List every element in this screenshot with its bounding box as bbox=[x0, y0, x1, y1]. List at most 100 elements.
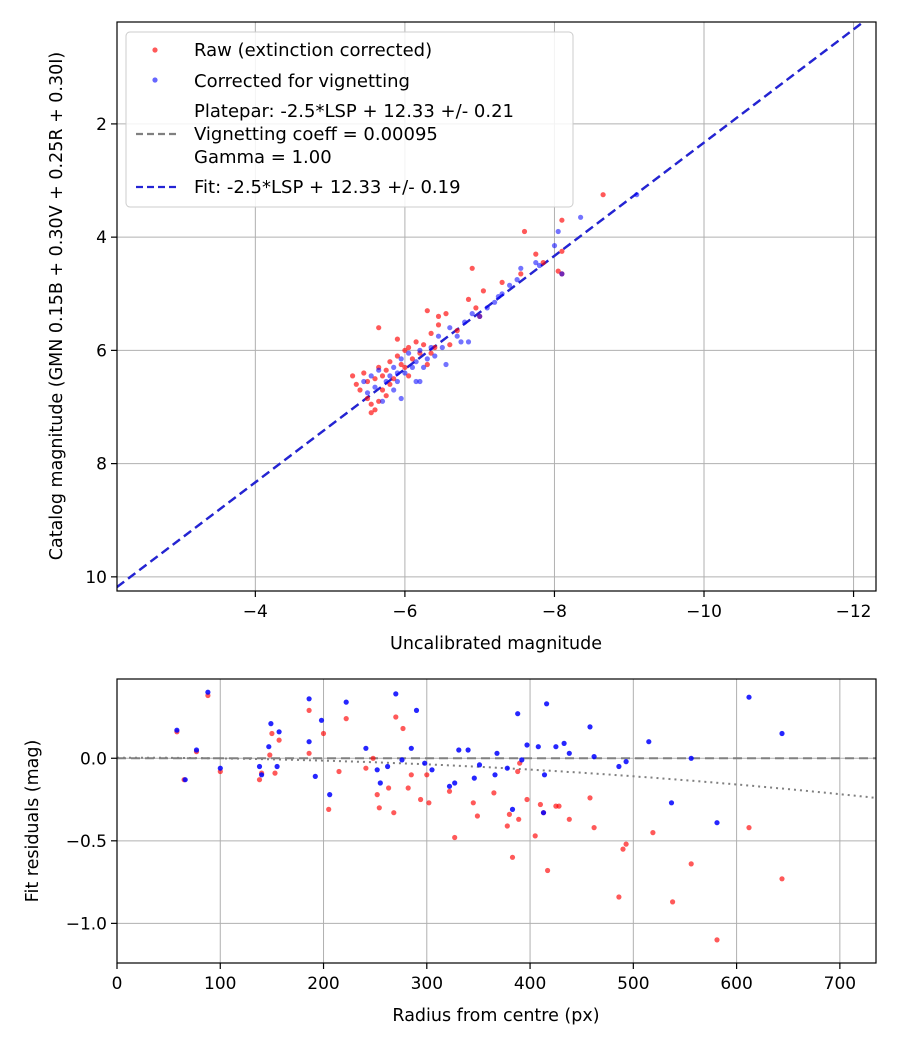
corrected-point bbox=[182, 777, 188, 783]
corrected-point bbox=[714, 820, 720, 826]
corrected-point bbox=[591, 754, 597, 760]
corrected-point bbox=[428, 344, 434, 351]
corrected-point bbox=[193, 747, 200, 753]
raw-point bbox=[473, 305, 479, 311]
raw-point bbox=[372, 407, 378, 413]
raw-point bbox=[387, 381, 393, 387]
raw-point bbox=[516, 816, 522, 822]
raw-point bbox=[424, 772, 430, 778]
corrected-point bbox=[174, 727, 180, 733]
corrected-point bbox=[268, 721, 274, 727]
raw-point bbox=[364, 395, 371, 402]
raw-point bbox=[688, 861, 694, 867]
raw-point bbox=[276, 737, 282, 743]
top-plot-frame bbox=[116, 21, 877, 592]
corrected-point bbox=[509, 806, 516, 813]
raw-point bbox=[376, 325, 382, 331]
corrected-point bbox=[406, 350, 412, 356]
corrected-point bbox=[363, 745, 369, 751]
legend-raw-marker bbox=[152, 47, 158, 53]
corrected-point bbox=[495, 294, 501, 300]
legend-platepar-line-3: Gamma = 1.00 bbox=[194, 147, 332, 168]
raw-point bbox=[779, 876, 785, 882]
corrected-point bbox=[507, 282, 513, 288]
corrected-point bbox=[476, 762, 483, 768]
corrected-point bbox=[541, 772, 548, 778]
raw-point bbox=[306, 707, 312, 714]
x-tick-label: −4 bbox=[243, 602, 268, 622]
corrected-point bbox=[256, 763, 263, 770]
raw-point bbox=[469, 265, 475, 271]
raw-point bbox=[405, 785, 411, 791]
corrected-point bbox=[327, 792, 333, 798]
raw-point bbox=[428, 330, 434, 336]
corrected-point bbox=[587, 724, 593, 730]
legend-fit-label: Fit: -2.5*LSP + 12.33 +/- 0.19 bbox=[194, 177, 461, 198]
raw-point bbox=[559, 217, 565, 223]
raw-point bbox=[402, 347, 408, 353]
corrected-point bbox=[394, 378, 400, 385]
corrected-point bbox=[398, 356, 404, 362]
legend-corrected-marker bbox=[152, 77, 158, 83]
corrected-point bbox=[779, 730, 785, 737]
corrected-point bbox=[205, 689, 211, 695]
raw-point bbox=[357, 387, 363, 393]
raw-point bbox=[650, 830, 656, 836]
corrected-point bbox=[372, 384, 378, 390]
raw-point bbox=[267, 752, 273, 758]
corrected-point bbox=[447, 325, 453, 331]
raw-point bbox=[421, 342, 427, 348]
corrected-point bbox=[504, 765, 510, 771]
raw-point bbox=[518, 271, 524, 277]
corrected-point bbox=[383, 378, 389, 385]
corrected-point bbox=[439, 344, 445, 351]
corrected-point bbox=[391, 364, 397, 370]
corrected-point bbox=[413, 707, 420, 714]
raw-point bbox=[406, 373, 412, 379]
corrected-point bbox=[458, 339, 464, 345]
corrected-point bbox=[417, 347, 423, 353]
corrected-point bbox=[379, 398, 386, 404]
raw-point bbox=[402, 364, 408, 370]
raw-point bbox=[350, 373, 356, 379]
raw-point bbox=[343, 716, 349, 722]
raw-point bbox=[394, 336, 400, 342]
bottom-ticks: 0 100 200 300 400 500 600 700 0.0 −0.5 −1.0 bbox=[66, 749, 856, 994]
raw-point bbox=[432, 344, 438, 351]
corrected-point bbox=[422, 760, 428, 766]
x-tick-label: −8 bbox=[542, 602, 567, 622]
corrected-point bbox=[559, 271, 565, 277]
corrected-point bbox=[377, 780, 383, 786]
legend-box bbox=[125, 31, 574, 208]
raw-point bbox=[374, 792, 380, 798]
y-tick-label: 2 bbox=[96, 115, 107, 135]
raw-point bbox=[386, 785, 392, 791]
raw-point bbox=[269, 730, 275, 737]
raw-point bbox=[620, 846, 626, 852]
corrected-point bbox=[555, 228, 561, 235]
raw-point bbox=[556, 803, 562, 809]
corrected-point bbox=[413, 359, 419, 365]
corrected-point bbox=[519, 757, 525, 763]
raw-point bbox=[368, 401, 374, 407]
raw-point bbox=[379, 373, 386, 379]
top-x-axis-label: Uncalibrated magnitude bbox=[390, 634, 602, 654]
legend-corrected-label: Corrected for vignetting bbox=[194, 71, 410, 92]
raw-point bbox=[428, 350, 434, 356]
raw-point bbox=[393, 714, 399, 720]
corrected-point bbox=[536, 262, 543, 269]
corrected-point bbox=[454, 333, 460, 339]
corrected-point bbox=[452, 780, 458, 786]
x-tick-label: 400 bbox=[514, 974, 546, 994]
corrected-point bbox=[499, 291, 505, 297]
corrected-point bbox=[266, 744, 272, 750]
raw-point bbox=[524, 796, 530, 803]
raw-point bbox=[670, 899, 676, 905]
top-y-axis-label: Catalog magnitude (GMN 0.15B + 0.30V + 0… bbox=[47, 52, 67, 560]
corrected-point bbox=[524, 742, 530, 748]
corrected-point bbox=[306, 739, 312, 745]
raw-point bbox=[353, 381, 359, 387]
raw-point bbox=[470, 800, 476, 806]
x-tick-label: 200 bbox=[307, 974, 339, 994]
